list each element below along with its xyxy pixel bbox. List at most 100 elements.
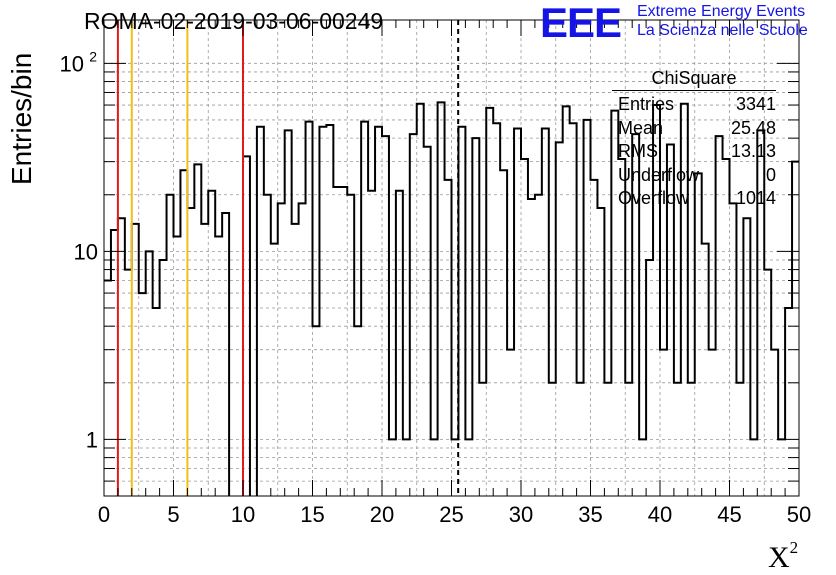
- y-tick-label: 10: [74, 239, 98, 264]
- x-axis-label-sup: 2: [789, 538, 799, 557]
- histogram-bin: [382, 136, 389, 496]
- histogram-bin: [625, 383, 632, 496]
- histogram-bin: [271, 244, 278, 496]
- x-tick-label: 10: [231, 502, 255, 527]
- histogram-bin: [417, 104, 424, 496]
- histogram-bin: [368, 191, 375, 496]
- histogram-bin: [465, 439, 472, 496]
- histogram-outline: [104, 101, 799, 496]
- stat-value: 3341: [735, 94, 776, 114]
- histogram-bin: [194, 164, 201, 496]
- histogram-bin: [702, 244, 709, 496]
- histogram-bin: [584, 120, 591, 496]
- stats-title: ChiSquare: [612, 68, 776, 91]
- histogram-bin: [132, 224, 139, 496]
- x-axis-label: X2: [768, 538, 798, 575]
- y-tick-label-exponent: 2: [89, 48, 97, 64]
- histogram-bin: [472, 138, 479, 496]
- histogram-bin: [563, 106, 570, 496]
- stat-row-rms: RMS 13.13: [612, 140, 776, 164]
- histogram-bin: [646, 260, 653, 496]
- histogram-bin: [785, 308, 792, 496]
- x-tick-label: 15: [300, 502, 324, 527]
- histogram-bin: [201, 224, 208, 496]
- histogram-bin: [215, 236, 222, 496]
- histogram-bin: [695, 173, 702, 496]
- histogram-bin: [493, 123, 500, 496]
- x-tick-label: 50: [787, 502, 811, 527]
- histogram-bin: [125, 270, 132, 496]
- histogram-bin: [424, 147, 431, 496]
- histogram-bin: [514, 129, 521, 496]
- x-tick-label: 40: [648, 502, 672, 527]
- histogram-bin: [180, 170, 187, 496]
- histogram-bin: [500, 170, 507, 496]
- x-axis-label-base: X: [768, 541, 790, 574]
- histogram-bin: [292, 224, 299, 496]
- histogram-bin: [299, 203, 306, 496]
- x-tick-labels: 0 5 10 15 20 25 30 35 40 45 50: [98, 502, 811, 527]
- histogram-bin: [375, 127, 382, 496]
- histogram-bin: [507, 350, 514, 496]
- histogram-bin: [160, 260, 167, 496]
- histogram-bin: [577, 383, 584, 496]
- histogram-bin: [709, 350, 716, 496]
- histogram-bin: [340, 187, 347, 496]
- histogram-bin: [410, 134, 417, 496]
- histogram-bin: [153, 308, 160, 496]
- histogram-bin: [764, 270, 771, 496]
- histogram-bin: [591, 180, 598, 496]
- histogram-bin: [257, 127, 264, 496]
- histogram-bin: [222, 213, 229, 496]
- histogram-bin: [486, 108, 493, 496]
- stat-value: 0: [765, 164, 776, 185]
- histogram-bin: [750, 439, 757, 496]
- histogram-bin: [549, 383, 556, 496]
- histogram-bin: [445, 180, 452, 496]
- histogram-bin: [326, 125, 333, 496]
- x-tick-label: 45: [717, 502, 741, 527]
- stat-row-overflow: Overflow 1014: [612, 187, 776, 211]
- histogram-bin: [389, 439, 396, 496]
- histogram-bin: [639, 439, 646, 496]
- histogram-bin: [403, 439, 410, 496]
- stat-label: Overflow: [618, 188, 690, 208]
- histogram-bin: [243, 156, 250, 496]
- stat-value: 1014: [735, 188, 776, 208]
- stat-label: RMS: [618, 141, 658, 161]
- histogram-bin: [438, 102, 445, 496]
- histogram-bin: [167, 195, 174, 496]
- histogram-bin: [313, 326, 320, 496]
- histogram-bin: [208, 191, 215, 496]
- stat-label: Mean: [618, 117, 664, 138]
- histogram-bin: [674, 383, 681, 496]
- stat-value: 25.48: [730, 117, 776, 138]
- histogram-bin: [604, 383, 611, 496]
- logo-line-1: Extreme Energy Events: [637, 3, 806, 20]
- x-tick-label: 35: [578, 502, 602, 527]
- x-tick-label: 20: [370, 502, 394, 527]
- logo-line-2: La Scienza nelle Scuole: [637, 22, 808, 39]
- x-tick-label: 25: [439, 502, 463, 527]
- y-tick-labels: 1 10 10 2: [60, 48, 98, 452]
- histogram-bin: [771, 350, 778, 496]
- histogram-bin: [187, 208, 194, 496]
- x-tick-label: 5: [167, 502, 179, 527]
- stat-row-underflow: Underflow 0: [612, 164, 776, 188]
- stat-label: Underflow: [618, 164, 700, 185]
- histogram-bin: [319, 127, 326, 496]
- histogram-bin: [597, 208, 604, 496]
- histogram-bars: [104, 101, 799, 496]
- histogram-bin: [146, 251, 153, 496]
- histogram-bin: [118, 218, 125, 496]
- chart-title: ROMA-02-2019-03-06-00249: [84, 8, 384, 34]
- histogram-bin: [104, 280, 111, 496]
- reference-lines: [116, 20, 460, 496]
- histogram-bin: [306, 122, 313, 496]
- histogram-bin: [285, 130, 292, 496]
- histogram-bin: [521, 159, 528, 496]
- histogram-bin: [778, 439, 785, 496]
- histogram-bin: [570, 123, 577, 496]
- y-axis-label: Entries/bin: [6, 52, 37, 185]
